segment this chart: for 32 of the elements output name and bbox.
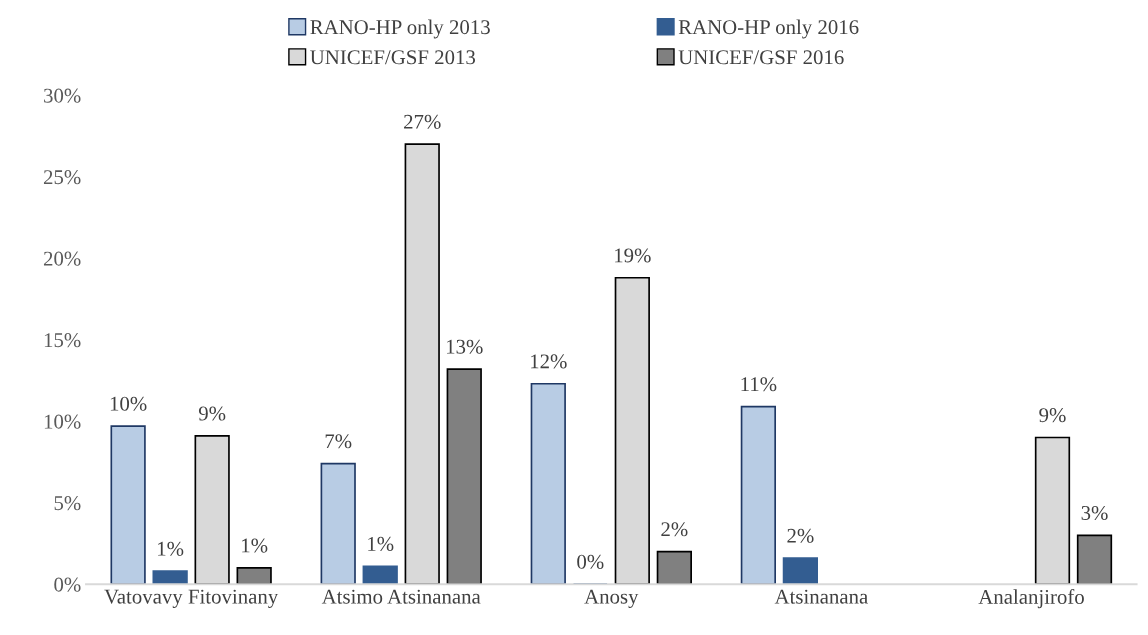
data-label: 13% (446, 339, 483, 354)
data-label: 7% (325, 434, 352, 449)
y-tick-label: 10% (44, 414, 81, 429)
legend-label: RANO-HP only 2016 (678, 19, 859, 39)
data-label: 9% (1039, 408, 1066, 423)
legend-label: UNICEF/GSF 2013 (310, 50, 476, 65)
data-label: 10% (110, 396, 147, 411)
data-label: 19% (615, 248, 651, 263)
data-label: 12% (531, 354, 567, 369)
y-tick-label: 5% (54, 496, 81, 511)
y-tick-label: 30% (44, 88, 81, 103)
data-label: 2% (787, 528, 814, 543)
legend-label: RANO-HP only 2013 (310, 19, 490, 39)
data-label: 9% (198, 406, 226, 421)
x-tick-label: Vatovavy Fitovinany (104, 589, 279, 608)
x-tick-label: Atsimo Atsinanana (321, 589, 481, 604)
data-label: 27% (404, 114, 441, 129)
x-tick-label: Analanjirofo (978, 589, 1084, 609)
y-tick-label: 0% (54, 577, 81, 592)
y-tick-label: 20% (43, 251, 81, 266)
y-tick-label: 25% (43, 170, 81, 185)
legend-label: UNICEF/GSF 2016 (678, 50, 844, 65)
data-label: 11% (741, 377, 777, 392)
data-label: 1% (242, 538, 268, 553)
data-label: 1% (368, 536, 394, 551)
data-label: 2% (661, 522, 688, 537)
data-label: 3% (1081, 505, 1108, 521)
data-label: 1% (158, 541, 184, 556)
y-tick-label: 15% (44, 333, 81, 348)
x-tick-label: Anosy (584, 589, 639, 608)
x-tick-label: Atsinanana (774, 589, 868, 604)
data-label: 0% (577, 554, 604, 569)
